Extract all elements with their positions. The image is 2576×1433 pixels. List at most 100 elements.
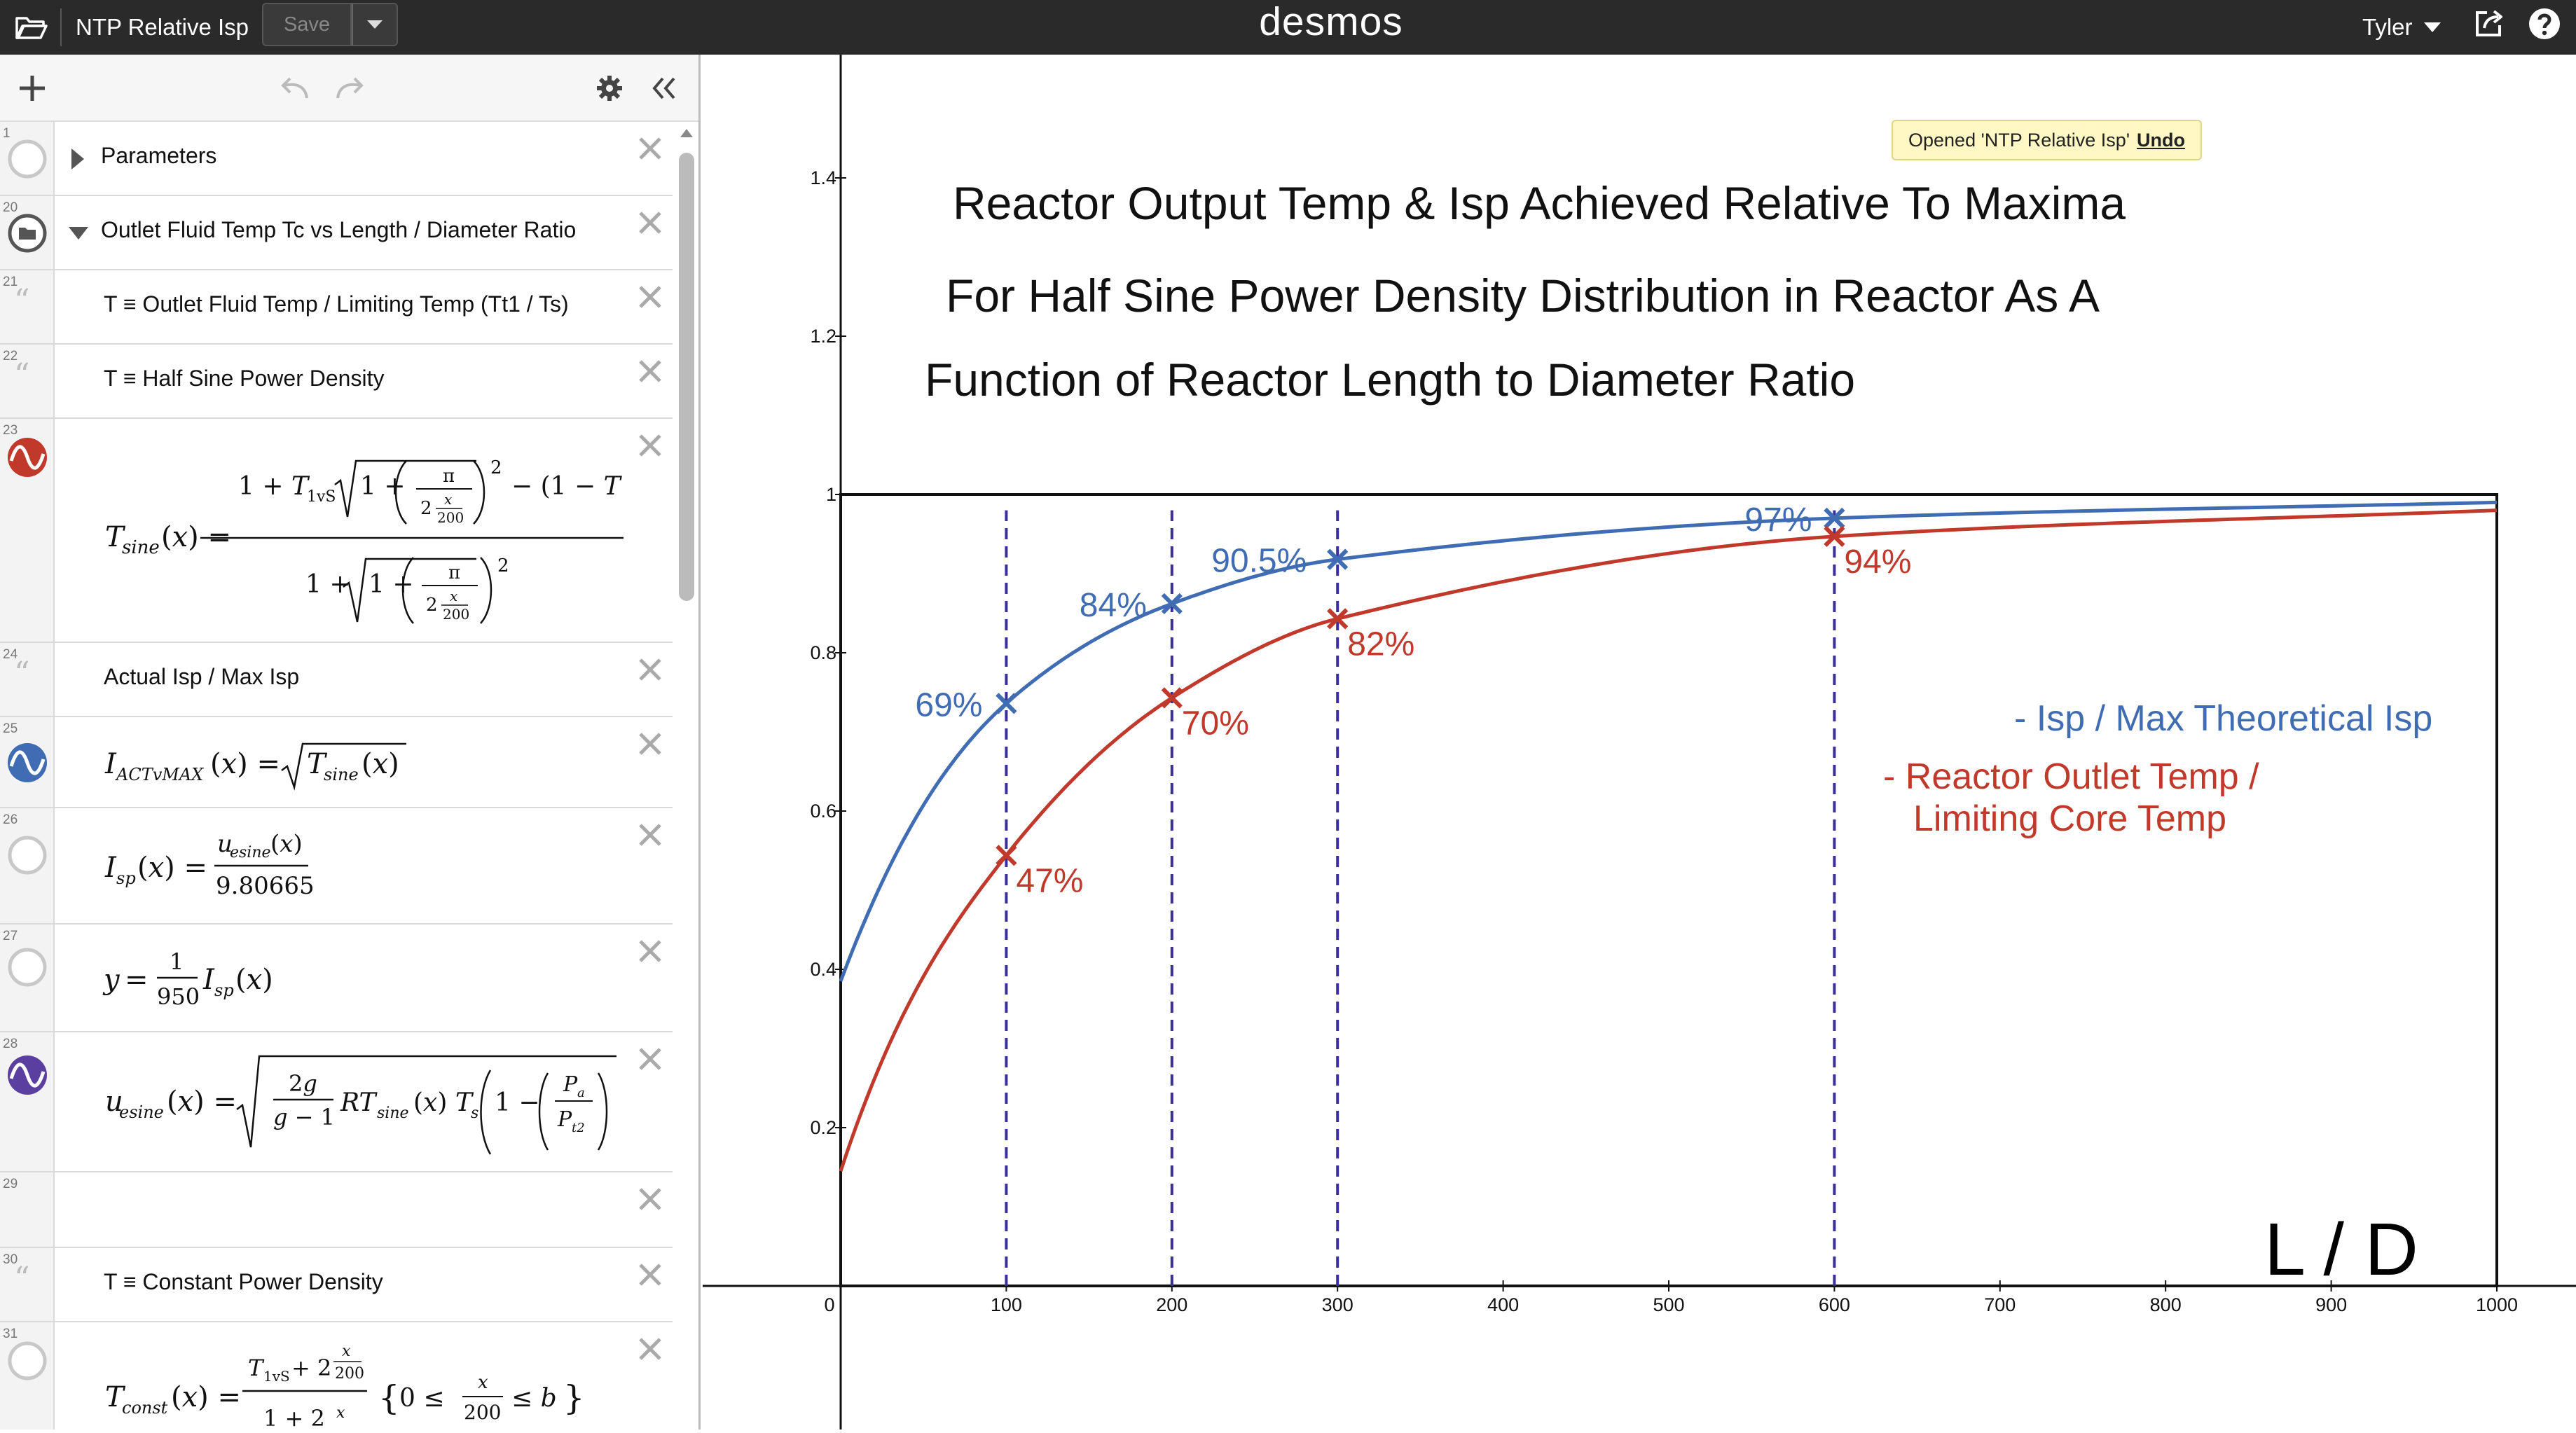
tconst-formula[interactable]: T const (x) = T 1vS + 2 x 200 1 + 2 x { … <box>98 1331 631 1429</box>
svg-text:2: 2 <box>420 498 432 519</box>
expression-note[interactable]: 24 “ Actual Isp / Max Isp <box>0 643 673 717</box>
hidden-circle-icon[interactable] <box>6 1339 49 1383</box>
point-marker[interactable] <box>996 845 1017 866</box>
folder-open-icon[interactable] <box>14 10 49 45</box>
graph-toggle-icon[interactable] <box>6 741 49 784</box>
point-marker[interactable] <box>1161 687 1183 709</box>
expression-number: 26 <box>3 812 18 827</box>
collapse-arrow-icon[interactable] <box>67 226 90 241</box>
delete-icon[interactable] <box>638 284 663 310</box>
share-icon[interactable] <box>2473 7 2505 39</box>
caret-down-icon[interactable] <box>2423 18 2442 36</box>
svg-text:9.80665: 9.80665 <box>216 872 315 900</box>
graph-paper[interactable]: 0 100 200 300 400 500 600 700 800 900 1000 0.2 0.4 0.… <box>703 55 2576 1429</box>
help-icon[interactable] <box>2528 7 2561 41</box>
hidden-circle-icon[interactable] <box>6 137 49 181</box>
svg-text:T: T <box>248 1355 265 1381</box>
svg-text:u: u <box>217 830 233 858</box>
svg-text:x: x <box>450 588 457 604</box>
iactvmax-formula[interactable]: I ACTvMAX (x) = T sine (x) <box>98 728 490 798</box>
x-tick-label: 400 <box>1487 1294 1519 1315</box>
point-marker[interactable] <box>1824 525 1845 548</box>
x-tick-label: 600 <box>1819 1294 1850 1315</box>
scroll-up-arrow-icon[interactable] <box>680 127 694 139</box>
expression-number: 1 <box>3 126 11 141</box>
expression-empty[interactable]: 29 <box>0 1172 673 1248</box>
svg-text:“: “ <box>14 361 30 389</box>
svg-text:esine: esine <box>230 844 271 861</box>
svg-text:I: I <box>202 964 215 996</box>
expression-y[interactable]: 27 y = 1 950 I sp (x) <box>0 925 673 1032</box>
expression-isp[interactable]: 26 I sp (x) = u esine (x) 9.80665 <box>0 808 673 925</box>
delete-icon[interactable] <box>638 210 663 235</box>
redo-icon[interactable] <box>333 74 367 102</box>
delete-icon[interactable] <box>638 136 663 161</box>
y-formula[interactable]: y = 1 950 I sp (x) <box>98 934 420 1023</box>
delete-icon[interactable] <box>638 359 663 384</box>
point-marker[interactable] <box>1327 608 1349 630</box>
delete-icon[interactable] <box>638 1262 663 1287</box>
point-marker[interactable] <box>1824 507 1845 529</box>
svg-text:y: y <box>102 964 120 996</box>
delete-icon[interactable] <box>638 657 663 682</box>
expression-note[interactable]: 30 “ T ≡ Constant Power Density <box>0 1248 673 1322</box>
svg-text:T: T <box>455 1088 474 1117</box>
svg-text:sp: sp <box>116 868 136 888</box>
expand-arrow-icon[interactable] <box>70 147 85 171</box>
expression-note[interactable]: 21 “ T ≡ Outlet Fluid Temp / Limiting Te… <box>0 270 673 345</box>
svg-text:π: π <box>448 562 460 583</box>
hidden-circle-icon[interactable] <box>6 833 49 877</box>
note-text: T ≡ Outlet Fluid Temp / Limiting Temp (T… <box>104 291 569 317</box>
expression-number: 27 <box>3 929 18 943</box>
delete-icon[interactable] <box>638 822 663 847</box>
point-marker[interactable] <box>996 693 1017 714</box>
y-tick-label: 0.8 <box>810 642 836 663</box>
svg-text:ACTvMAX: ACTvMAX <box>115 765 204 784</box>
collapse-panel-icon[interactable] <box>650 76 678 101</box>
uesine-formula[interactable]: u esine (x) = 2g g − 1 RT sine (x) T s 1… <box>98 1042 631 1165</box>
expression-gutter: 20 <box>0 196 55 269</box>
delete-icon[interactable] <box>638 939 663 964</box>
svg-text:1: 1 <box>170 948 184 975</box>
gear-icon[interactable] <box>595 74 624 102</box>
svg-text:“: “ <box>14 287 30 315</box>
point-marker[interactable] <box>1327 548 1349 570</box>
svg-text:g − 1: g − 1 <box>273 1104 335 1130</box>
hidden-circle-icon[interactable] <box>6 946 49 989</box>
expression-uesine[interactable]: 28 u esine (x) = 2g g − 1 RT sine (x) T … <box>0 1032 673 1172</box>
isp-formula[interactable]: I sp (x) = u esine (x) 9.80665 <box>98 821 420 912</box>
svg-text:sine: sine <box>377 1105 409 1122</box>
graph-title[interactable]: NTP Relative Isp <box>76 14 249 40</box>
expression-gutter: 29 <box>0 1172 55 1247</box>
expression-folder-parameters[interactable]: 1 Parameters <box>0 122 673 196</box>
folder-icon[interactable] <box>6 212 49 255</box>
scrollbar-thumb[interactable] <box>679 153 694 601</box>
expression-folder-outlet-temp[interactable]: 20 Outlet Fluid Temp Tc vs Length / Diam… <box>0 196 673 270</box>
svg-text:1 + T: 1 + T <box>238 472 310 501</box>
graph-toggle-icon[interactable] <box>6 1053 49 1097</box>
graph-toggle-icon[interactable] <box>6 436 49 479</box>
delete-icon[interactable] <box>638 433 663 458</box>
y-tick-label: 1 <box>826 484 836 505</box>
graph-canvas[interactable]: 0 100 200 300 400 500 600 700 800 900 1000 0.2 0.4 0.… <box>703 55 2576 1429</box>
delete-icon[interactable] <box>638 1046 663 1072</box>
delete-icon[interactable] <box>638 1186 663 1212</box>
delete-icon[interactable] <box>638 1336 663 1362</box>
delete-icon[interactable] <box>638 731 663 756</box>
quote-icon: “ <box>14 287 30 315</box>
add-item-icon[interactable] <box>17 73 48 104</box>
expression-tsine[interactable]: 23 T sine (x) = 1 + T 1vS 1 + π 2 x 200 … <box>0 419 673 643</box>
expression-iactvmax[interactable]: 25 I ACTvMAX (x) = T sine (x) <box>0 717 673 808</box>
expression-tconst[interactable]: 31 T const (x) = T 1vS + 2 x 200 1 + 2 x… <box>0 1322 673 1429</box>
x-tick-label: 700 <box>1984 1294 2016 1315</box>
user-menu[interactable]: Tyler <box>2362 14 2413 40</box>
undo-icon[interactable] <box>277 74 311 102</box>
undo-link[interactable]: Undo <box>2136 130 2185 151</box>
point-marker[interactable] <box>1161 593 1183 615</box>
save-dropdown-button[interactable] <box>352 3 398 46</box>
tsine-formula[interactable]: T sine (x) = 1 + T 1vS 1 + π 2 x 200 2 −… <box>98 433 631 636</box>
save-button[interactable]: Save <box>262 3 352 46</box>
x-tick-label: 200 <box>1156 1294 1187 1315</box>
svg-text:2: 2 <box>490 457 502 478</box>
expression-note[interactable]: 22 “ T ≡ Half Sine Power Density <box>0 345 673 419</box>
